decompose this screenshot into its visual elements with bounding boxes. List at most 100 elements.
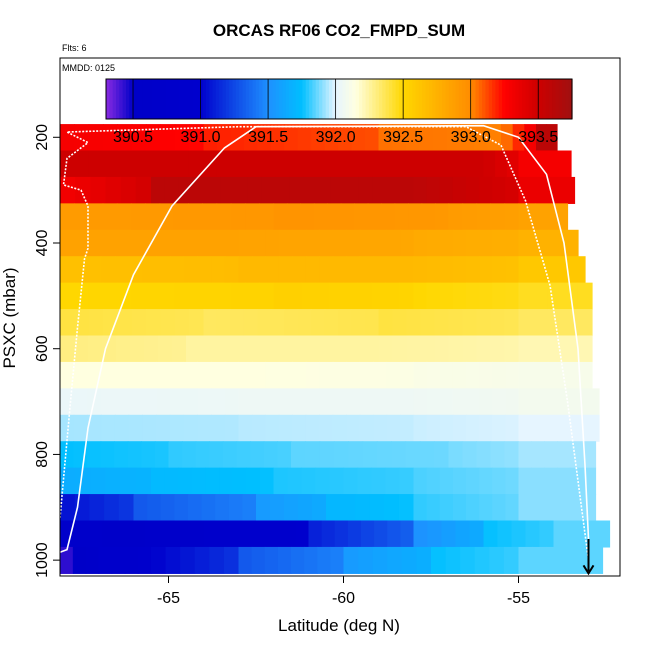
heat-cell xyxy=(137,546,152,574)
heat-cell xyxy=(372,546,388,574)
heat-cell xyxy=(145,282,161,310)
colorbar-swatch xyxy=(552,79,556,119)
colorbar-swatch xyxy=(565,79,570,119)
colorbar-swatch xyxy=(192,79,197,119)
colorbar-swatch xyxy=(488,79,493,119)
colorbar-swatch xyxy=(498,79,503,119)
inner-track xyxy=(59,125,590,561)
heat-cell xyxy=(533,229,549,257)
heat-cell xyxy=(546,546,562,574)
heat-cell xyxy=(385,176,401,204)
colorbar-swatch xyxy=(302,79,307,119)
heat-cell xyxy=(505,467,520,495)
heat-cell xyxy=(462,309,478,337)
heat-cell xyxy=(183,388,198,416)
heat-cell xyxy=(224,414,240,442)
colorbar-swatch xyxy=(402,79,407,119)
heat-cell xyxy=(164,176,180,204)
colorbar-swatch xyxy=(202,79,207,119)
heat-cell xyxy=(376,441,392,469)
heat-cell xyxy=(159,150,175,178)
heat-cell xyxy=(452,467,467,495)
heat-cell xyxy=(547,361,564,389)
heat-cell xyxy=(534,203,552,231)
heat-cell xyxy=(60,467,76,495)
heat-cell xyxy=(142,229,157,257)
heat-cell xyxy=(504,309,520,337)
heat-cell xyxy=(439,361,454,389)
heat-cell xyxy=(505,388,520,416)
heat-cell xyxy=(205,467,220,495)
heat-cell xyxy=(400,229,415,257)
heat-cell xyxy=(455,520,471,548)
heat-cell xyxy=(100,441,115,469)
heat-cell xyxy=(492,494,506,522)
heat-cell xyxy=(479,229,493,257)
heat-cell xyxy=(413,176,428,204)
heat-cell xyxy=(116,150,132,178)
heat-cell xyxy=(275,176,290,204)
heat-cell xyxy=(348,441,364,469)
heat-cell xyxy=(120,176,137,204)
heat-cell xyxy=(492,256,506,284)
heat-cell xyxy=(582,494,597,522)
heat-cell xyxy=(238,388,253,416)
heat-cell xyxy=(197,229,212,257)
heat-cell xyxy=(211,361,226,389)
colorbar-swatch xyxy=(179,79,184,119)
colorbar-swatch xyxy=(272,79,277,119)
colorbar-swatch xyxy=(522,79,526,119)
heat-cell xyxy=(361,520,375,548)
heat-cell xyxy=(367,203,382,231)
heat-cell xyxy=(242,494,257,522)
heat-cell xyxy=(73,229,89,257)
heat-cell xyxy=(317,546,331,574)
heat-cell xyxy=(284,309,299,337)
heat-cell xyxy=(145,203,161,231)
colorbar-swatch xyxy=(378,79,383,119)
x-tick-label: -65 xyxy=(157,590,180,607)
flight-tracks-layer xyxy=(59,124,595,576)
heat-cell xyxy=(518,176,534,204)
heat-cell xyxy=(238,361,253,389)
heat-cell xyxy=(308,520,323,548)
heat-cell xyxy=(222,441,238,469)
colorbar-swatch xyxy=(422,79,427,119)
heat-cell xyxy=(399,282,415,310)
heat-cell xyxy=(531,494,545,522)
heat-cell xyxy=(439,176,454,204)
heat-cell xyxy=(270,494,285,522)
heat-cell xyxy=(466,176,480,204)
heat-cell xyxy=(362,441,378,469)
heat-cell xyxy=(146,124,162,152)
heat-cell xyxy=(60,150,75,178)
heat-cell xyxy=(88,309,104,337)
heat-cell xyxy=(321,520,336,548)
heat-cell xyxy=(73,256,89,284)
heat-cell xyxy=(577,361,593,389)
heat-cell xyxy=(168,441,183,469)
heat-cell xyxy=(432,124,448,152)
heat-cell xyxy=(102,203,118,231)
heat-cell xyxy=(251,256,267,284)
colorbar-swatch xyxy=(129,79,134,119)
colorbar-swatch xyxy=(115,79,120,119)
heat-cell xyxy=(158,335,173,363)
heat-cell xyxy=(479,176,493,204)
heat-cell xyxy=(265,229,280,257)
heat-cell xyxy=(406,335,422,363)
heat-cell xyxy=(426,282,441,310)
heat-cell xyxy=(151,176,166,204)
heat-cell xyxy=(420,335,436,363)
heat-cell xyxy=(359,229,374,257)
heat-cell xyxy=(492,176,506,204)
heat-cell xyxy=(439,256,454,284)
heat-cell xyxy=(386,229,401,257)
heat-cell xyxy=(117,309,133,337)
heat-cell xyxy=(319,441,335,469)
colorbar-swatch xyxy=(279,79,284,119)
heat-cell xyxy=(259,467,275,495)
heat-cell xyxy=(351,124,366,152)
heat-cell xyxy=(301,467,317,495)
heat-cell xyxy=(195,441,210,469)
